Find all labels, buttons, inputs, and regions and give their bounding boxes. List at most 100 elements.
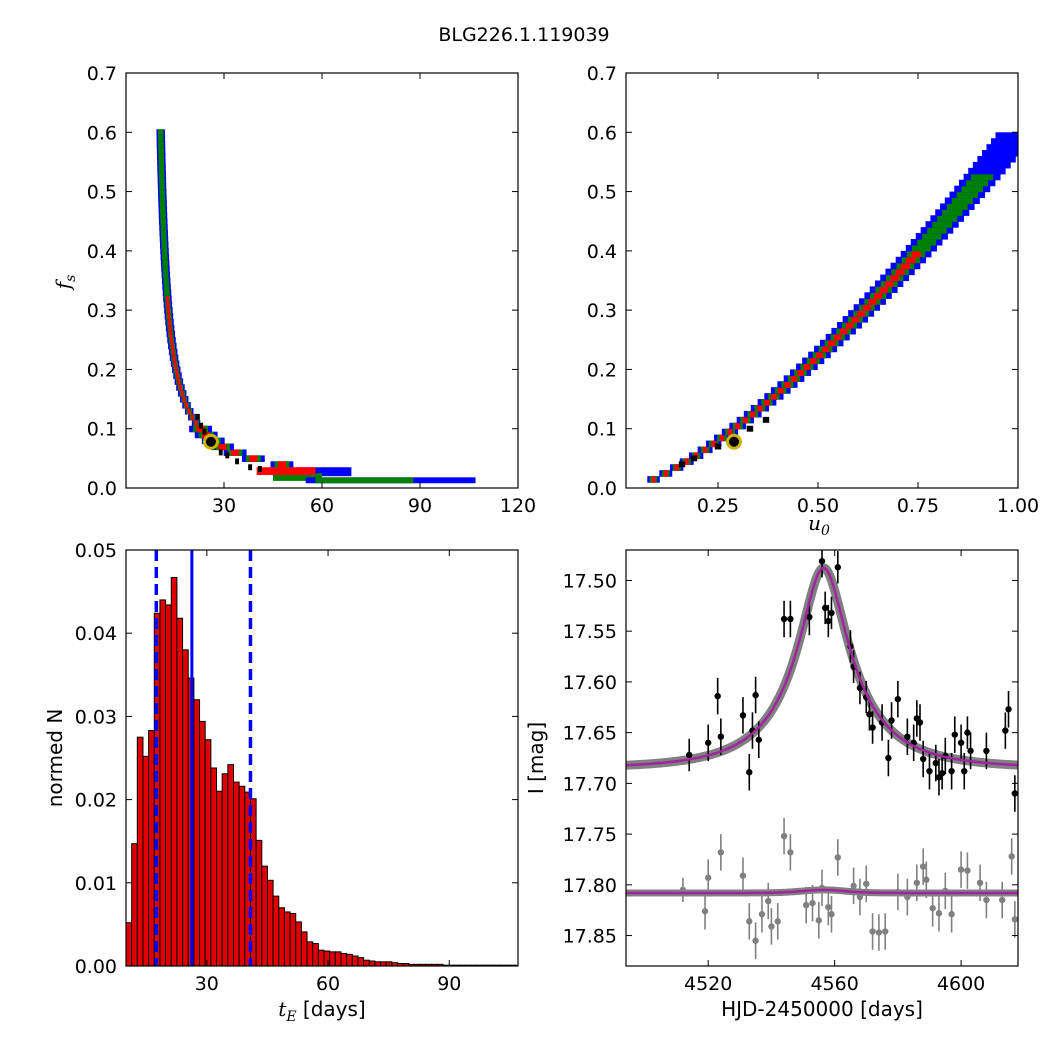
x-tick-label: 0.50	[797, 495, 839, 517]
x-tick-label: 4560	[810, 973, 858, 995]
residual-point	[752, 937, 759, 944]
region-green	[158, 164, 165, 172]
region-red	[702, 446, 708, 454]
region-red	[790, 375, 798, 382]
y-tick-label: 0.5	[587, 182, 617, 204]
region-green	[161, 247, 168, 255]
histogram-bar	[255, 839, 263, 966]
region-green	[937, 215, 958, 222]
histogram-bar	[170, 576, 178, 966]
histogram-bar	[199, 720, 206, 966]
residual-point	[765, 897, 772, 905]
region-red	[764, 399, 770, 406]
data-point	[932, 759, 940, 767]
region-red	[194, 419, 198, 427]
plot-frame	[625, 72, 1019, 489]
residual-point	[780, 832, 788, 840]
residual-point	[1011, 916, 1018, 923]
histogram-bar	[289, 913, 297, 966]
plot-frame	[125, 72, 519, 489]
histogram-bar	[272, 895, 280, 966]
region-black	[225, 452, 230, 459]
fs-vs-te-panel: 30 60 90 120 0.0 0.1 0.2 0.3 0.4 0.5 0.6 0.7 fs	[51, 63, 536, 517]
region-green	[157, 129, 164, 136]
histogram-bar	[131, 843, 138, 966]
x-tick-label: 1.00	[997, 495, 1039, 517]
data-point	[948, 767, 955, 775]
y-tick-label: 0.7	[587, 63, 617, 85]
data-point	[752, 691, 759, 699]
data-point	[904, 733, 911, 740]
data-point	[787, 615, 794, 623]
region-red	[165, 295, 169, 302]
data-point	[856, 684, 864, 692]
fs-vs-u0-panel: 0.25 0.50 0.75 1.00 0.0 0.1 0.2 0.3 0.4 0.5 0.6 0.7…	[587, 63, 1039, 539]
data-point	[821, 604, 829, 612]
residual-point	[809, 899, 816, 907]
x-tick-label: 30	[195, 973, 219, 995]
residual-point	[904, 893, 911, 901]
region-red	[771, 393, 777, 400]
y-tick-label: 0.4	[87, 241, 117, 263]
region-red	[174, 366, 178, 373]
data-point	[869, 724, 876, 731]
region-red	[757, 405, 763, 412]
histogram-bar	[295, 921, 302, 966]
data-point	[686, 751, 693, 759]
region-black	[746, 425, 754, 432]
region-black	[690, 455, 698, 462]
region-green	[932, 221, 953, 228]
axis-label-var: u	[808, 511, 821, 535]
region-red	[172, 354, 176, 362]
region-red	[180, 390, 184, 397]
model-curve	[626, 566, 1018, 767]
residual-point	[929, 904, 936, 912]
residual-point	[919, 863, 927, 870]
region-red	[911, 250, 921, 258]
histogram-bar	[380, 961, 387, 966]
region-red	[173, 360, 177, 368]
region-red	[742, 416, 748, 424]
residual-point	[758, 911, 766, 918]
region-red	[249, 455, 258, 462]
histogram-bar	[306, 941, 314, 966]
region-green	[162, 253, 168, 261]
y-tick-label: 0.6	[587, 122, 617, 144]
residual-point	[746, 918, 753, 925]
region-green	[159, 200, 166, 207]
region-black	[678, 461, 686, 468]
data-point	[818, 557, 826, 565]
histogram-bar	[148, 730, 155, 966]
y-tick-label: 0.6	[87, 122, 117, 144]
region-red	[803, 363, 811, 371]
region-green	[161, 236, 167, 243]
y-tick-label: 0.3	[587, 300, 617, 322]
model-band	[626, 563, 1018, 770]
region-green	[946, 203, 968, 210]
data-point	[717, 733, 725, 740]
region-green	[161, 241, 168, 249]
axis-label-var: t	[278, 997, 287, 1021]
residual-point	[704, 874, 712, 881]
y-tick-label: 0.1	[87, 419, 117, 441]
region-green	[966, 179, 989, 187]
region-green	[927, 227, 947, 234]
region-red	[684, 458, 689, 465]
histogram-bar	[283, 911, 291, 966]
histogram-bar	[216, 790, 223, 966]
residual-point	[863, 880, 870, 888]
region-red	[168, 324, 172, 332]
data-point	[916, 719, 924, 726]
region-red	[879, 286, 888, 293]
y-axis-label: normed N	[43, 709, 67, 808]
region-green	[158, 147, 164, 154]
residual-point	[935, 910, 943, 917]
region-blue	[968, 167, 1006, 175]
best-fit-marker	[202, 433, 219, 450]
data-point	[964, 729, 971, 736]
region-green	[160, 206, 166, 213]
figure-title: BLG226.1.119039	[438, 24, 609, 46]
histogram-bar	[193, 699, 201, 966]
region-red	[169, 330, 173, 338]
region-green	[163, 271, 169, 279]
